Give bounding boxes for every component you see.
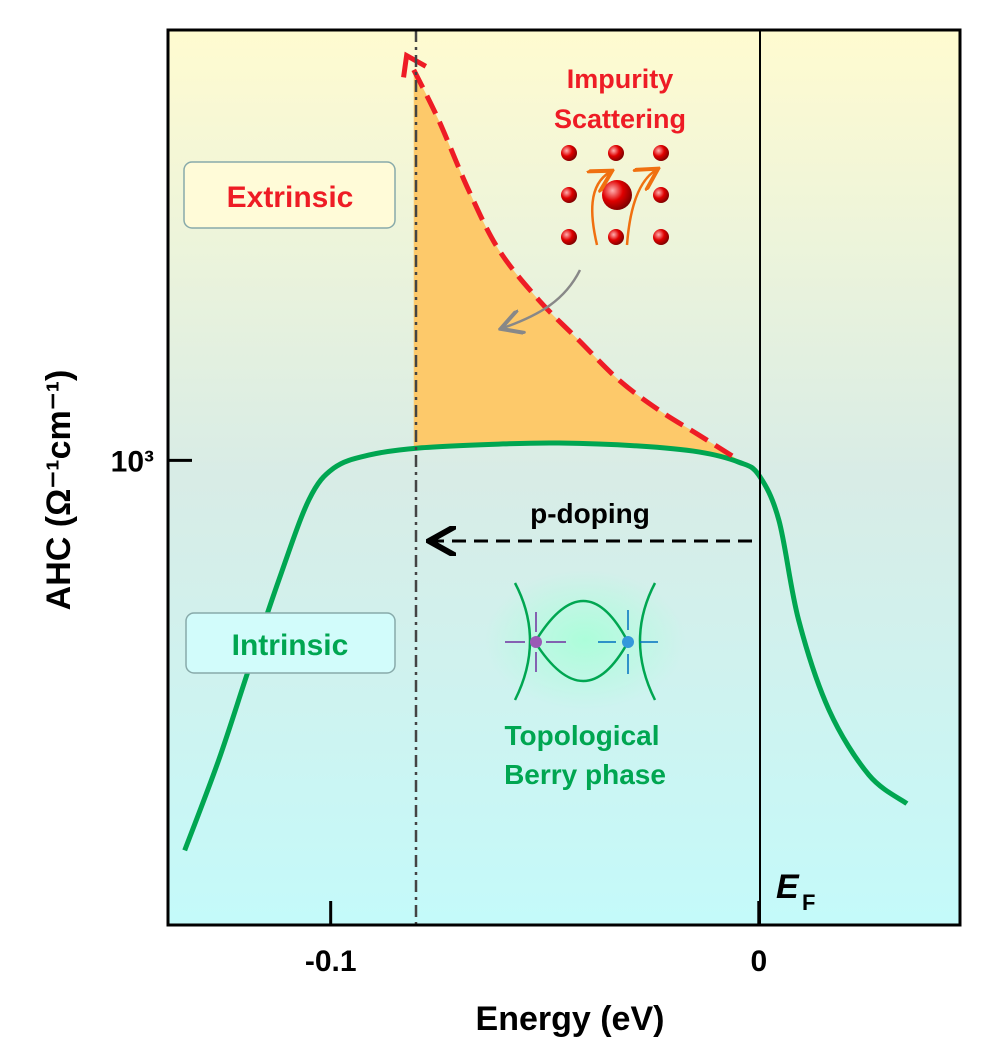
impurity-icon xyxy=(561,145,669,246)
extrinsic-arrowhead xyxy=(401,51,428,78)
x-axis-label: Energy (eV) xyxy=(476,1000,665,1038)
intrinsic-line xyxy=(182,440,909,852)
fermi-label: E xyxy=(776,868,800,906)
y-axis-label: AHC (Ω⁻¹cm⁻¹) xyxy=(40,370,78,611)
extrinsic-label: Extrinsic xyxy=(227,181,354,214)
x-tick-label: 0 xyxy=(750,945,767,978)
intrinsic-label: Intrinsic xyxy=(232,629,349,662)
scattering-arrow xyxy=(503,269,582,328)
plot-frame xyxy=(166,28,962,927)
extrinsic-area xyxy=(413,69,739,463)
y-tick-label: 10³ xyxy=(111,445,154,478)
topological-label: Berry phase xyxy=(504,759,666,790)
fermi-label-sub: F xyxy=(802,890,815,915)
impurity-label: Scattering xyxy=(554,104,686,134)
dirac-icon xyxy=(485,570,685,710)
x-tick-label: -0.1 xyxy=(305,945,357,978)
intrinsic-box xyxy=(185,612,396,674)
extrinsic-box xyxy=(183,161,396,229)
topological-label: Topological xyxy=(504,720,659,751)
impurity-label: Impurity xyxy=(567,64,674,94)
extrinsic-line xyxy=(411,68,740,463)
doping-label: p-doping xyxy=(530,498,650,529)
